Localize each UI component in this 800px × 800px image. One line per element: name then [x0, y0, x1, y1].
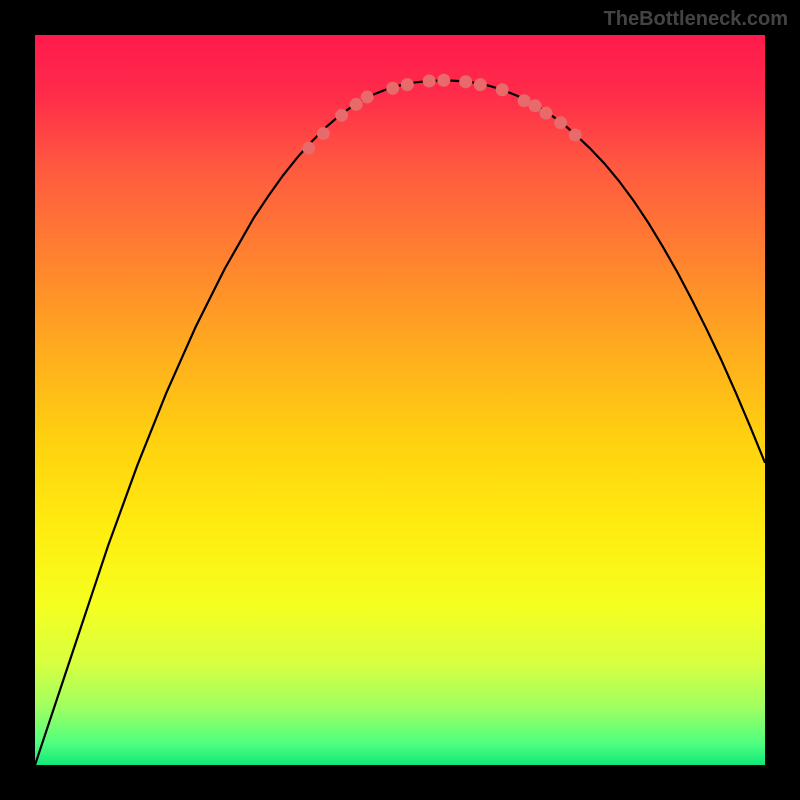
- data-marker: [529, 99, 542, 112]
- chart-container: [35, 35, 765, 765]
- data-marker: [496, 83, 509, 96]
- data-marker: [350, 98, 363, 111]
- data-marker: [540, 107, 553, 120]
- watermark-text: TheBottleneck.com: [604, 8, 788, 31]
- data-marker: [401, 78, 414, 91]
- data-marker: [317, 127, 330, 140]
- data-marker: [361, 91, 374, 104]
- bottleneck-curve-chart: [35, 35, 765, 765]
- data-marker: [474, 78, 487, 91]
- data-marker: [554, 116, 567, 129]
- data-marker: [437, 74, 450, 87]
- data-marker: [569, 129, 582, 142]
- data-marker: [459, 75, 472, 88]
- data-marker: [386, 82, 399, 95]
- data-marker: [423, 74, 436, 87]
- chart-background: [35, 35, 765, 765]
- data-marker: [302, 142, 315, 155]
- data-marker: [335, 109, 348, 122]
